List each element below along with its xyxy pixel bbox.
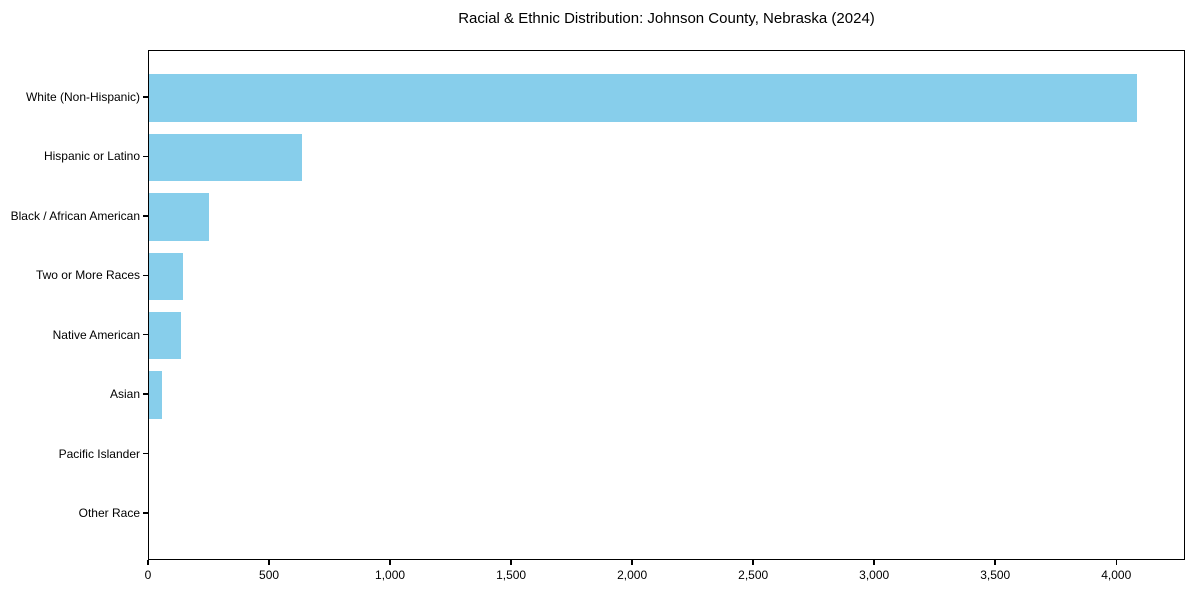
y-tick-mark bbox=[143, 96, 148, 98]
y-tick-label: Black / African American bbox=[10, 208, 140, 223]
bar-white-non-hispanic bbox=[149, 74, 1137, 122]
x-tick-label: 1,000 bbox=[375, 568, 406, 582]
y-tick-label: Other Race bbox=[78, 506, 140, 521]
bar-two-or-more-races bbox=[149, 252, 184, 301]
plot-area bbox=[148, 50, 1185, 560]
y-tick-mark bbox=[143, 215, 148, 217]
x-tick-label: 0 bbox=[144, 568, 152, 582]
y-tick-mark bbox=[143, 452, 148, 455]
bar-asian bbox=[149, 371, 163, 419]
x-tick-label: 3,500 bbox=[980, 568, 1011, 582]
x-tick-label: 500 bbox=[259, 568, 280, 582]
y-tick-mark bbox=[143, 274, 148, 277]
y-tick-mark bbox=[143, 393, 148, 395]
x-tick-label: 3,000 bbox=[859, 568, 890, 582]
x-tick-mark bbox=[1115, 560, 1117, 565]
x-tick-mark bbox=[873, 560, 875, 565]
y-tick-label: Two or More Races bbox=[35, 268, 140, 283]
y-tick-label: White (Non-Hispanic) bbox=[25, 89, 140, 104]
x-tick-mark bbox=[631, 560, 633, 565]
x-tick-label: 1,500 bbox=[496, 568, 527, 582]
y-tick-label: Native American bbox=[52, 327, 140, 342]
y-tick-label: Asian bbox=[109, 387, 140, 402]
x-tick-mark bbox=[147, 560, 149, 565]
y-tick-mark bbox=[143, 155, 148, 158]
bar-native-american bbox=[149, 311, 182, 360]
y-tick-mark bbox=[143, 333, 148, 336]
bar-black-african-american bbox=[149, 193, 210, 241]
chart-title: Racial & Ethnic Distribution: Johnson Co… bbox=[458, 10, 875, 27]
x-tick-label: 2,000 bbox=[617, 568, 648, 582]
bar-hispanic-or-latino bbox=[149, 133, 302, 182]
x-tick-mark bbox=[510, 560, 512, 565]
y-tick-label: Hispanic or Latino bbox=[43, 149, 140, 164]
y-tick-mark bbox=[143, 512, 148, 514]
x-tick-mark bbox=[268, 560, 270, 565]
x-tick-label: 2,500 bbox=[738, 568, 769, 582]
x-tick-mark bbox=[389, 560, 391, 565]
y-tick-label: Pacific Islander bbox=[58, 446, 140, 461]
x-tick-mark bbox=[752, 560, 754, 565]
x-tick-mark bbox=[994, 560, 996, 565]
x-tick-label: 4,000 bbox=[1101, 568, 1132, 582]
